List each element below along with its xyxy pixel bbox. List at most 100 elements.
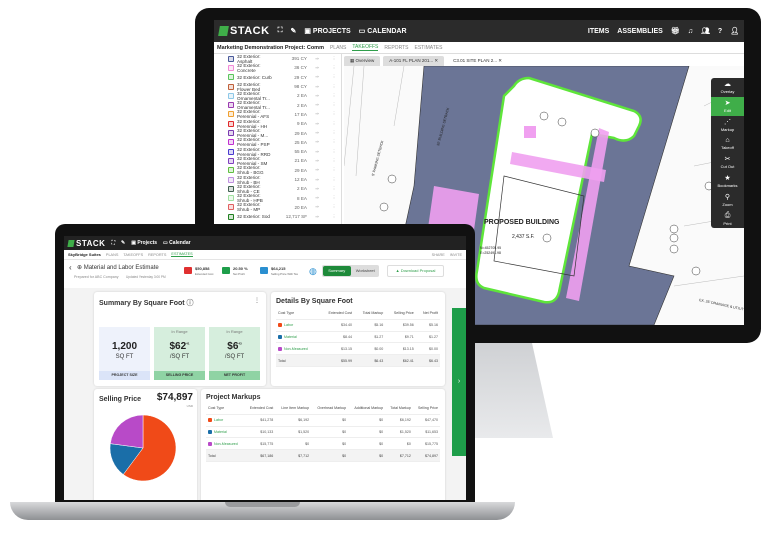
edit-icon[interactable]: ✎ [290, 28, 297, 35]
cost-type-link[interactable]: Non-Measured [214, 441, 238, 446]
expand-icon[interactable]: ⛶ [111, 240, 115, 246]
arrow-icon[interactable]: ⇒ [315, 148, 319, 154]
nav-projects[interactable]: ▣ Projects [131, 240, 158, 246]
more-icon[interactable]: ⋮ [331, 55, 337, 61]
pie-slice-non-measured[interactable] [110, 414, 144, 449]
cost-type-link[interactable]: Material [214, 430, 227, 434]
tool-takeoff[interactable]: ⌂ Takeoff [711, 134, 744, 153]
arrow-icon[interactable]: ⇒ [315, 213, 319, 219]
more-icon[interactable]: ⋮ [331, 92, 337, 98]
tab-plans[interactable]: PLANS [329, 44, 347, 51]
download-proposal-button[interactable]: ▲ Download Proposal [387, 265, 444, 277]
summary-toggle[interactable]: Summary [323, 266, 351, 276]
more-icon[interactable]: ⋮ [331, 148, 337, 154]
takeoff-item[interactable]: 32 Exterior: Perennial - RRD 55 EA ⇒ ⋮ [214, 147, 341, 157]
arrow-icon[interactable]: ⇒ [315, 64, 319, 70]
stack-logo[interactable]: STACK [67, 239, 105, 248]
stack-logo[interactable]: STACK [218, 25, 270, 37]
tab-overview[interactable]: ▦ Overview [344, 56, 381, 66]
worksheet-toggle[interactable]: Worksheet [355, 268, 375, 273]
expand-icon[interactable]: ⛶ [277, 27, 283, 34]
expand-panel-button[interactable]: › [452, 308, 466, 456]
cost-type-link[interactable]: Labor [214, 418, 224, 423]
more-icon[interactable]: ⋮ [331, 185, 337, 191]
takeoff-item[interactable]: 32 Exterior: Shrub - MP 20 EA ⇒ ⋮ [214, 202, 341, 212]
arrow-icon[interactable]: ⇒ [315, 120, 319, 126]
arrow-icon[interactable]: ⇒ [315, 139, 319, 145]
nav-calendar[interactable]: ▭ Calendar [163, 240, 191, 246]
takeoff-item[interactable]: 32 Exterior: Perennial - M... 29 EA ⇒ ⋮ [214, 128, 341, 138]
bell-icon[interactable]: ♫ [687, 27, 693, 35]
takeoff-item[interactable]: 32 Exterior: Curb 29 CY ⇒ ⋮ [214, 73, 341, 82]
tab-reports[interactable]: REPORTS [148, 252, 167, 257]
tab-plan-a101[interactable]: A-101 FL PLAN 201... ✕ [383, 56, 445, 66]
more-icon[interactable]: ⋮ [331, 213, 337, 219]
takeoff-item[interactable]: 32 Exterior: Perennial - AFS 17 EA ⇒ ⋮ [214, 109, 341, 119]
more-icon[interactable]: ⋮ [331, 83, 337, 89]
nav-items[interactable]: ITEMS [587, 27, 610, 35]
back-icon[interactable]: ‹ [69, 263, 72, 272]
more-icon[interactable]: ⋮ [331, 74, 337, 80]
globe-icon[interactable]: ◍ [309, 266, 317, 276]
help-icon[interactable]: ? [717, 27, 723, 35]
tab-estimates[interactable]: ESTIMATES [414, 44, 443, 51]
arrow-icon[interactable]: ⇒ [315, 204, 319, 210]
share-link[interactable]: SHARE [431, 252, 445, 257]
tab-plan-c301[interactable]: C3.01 SITE PLAN 2... ✕ [447, 56, 508, 66]
pie-slice-labor[interactable] [122, 414, 177, 482]
more-icon[interactable]: ⋮ [331, 157, 337, 163]
more-icon[interactable]: ⋮ [254, 298, 260, 304]
takeoff-item[interactable]: 32 Exterior: Ornamental Tr... 2 EA ⇒ ⋮ [214, 100, 341, 110]
tool-bookmarks[interactable]: ★ Bookmarks [711, 172, 744, 191]
more-icon[interactable]: ⋮ [331, 195, 337, 201]
more-icon[interactable]: ⋮ [331, 176, 337, 182]
takeoff-item[interactable]: 32 Exterior: Perennial - SM 21 EA ⇒ ⋮ [214, 156, 341, 166]
arrow-icon[interactable]: ⇒ [315, 111, 319, 117]
help-icon[interactable]: ⓘ [186, 300, 194, 307]
more-icon[interactable]: ⋮ [331, 111, 337, 117]
more-icon[interactable]: ⋮ [331, 139, 337, 145]
takeoff-item[interactable]: 32 Exterior: Perennial - HH 9 EA ⇒ ⋮ [214, 119, 341, 129]
cost-type-link[interactable]: Material [284, 335, 297, 339]
takeoff-item[interactable]: 32 Exterior: Shrub - CE 2 EA ⇒ ⋮ [214, 184, 341, 194]
takeoff-item[interactable]: 32 Exterior: Perennial - PSP 25 EA ⇒ ⋮ [214, 137, 341, 147]
takeoff-item[interactable]: 32 Exterior: Shrub - HPB 8 EA ⇒ ⋮ [214, 193, 341, 203]
tool-edit[interactable]: ➤ Edit [711, 96, 744, 116]
takeoff-item[interactable]: 32 Exterior: Flower Bed 98 CY ⇒ ⋮ [214, 82, 341, 92]
nav-assemblies[interactable]: ASSEMBLIES [617, 27, 663, 35]
takeoff-item[interactable]: 32 Exterior: Shrub - BGG 29 EA ⇒ ⋮ [214, 165, 341, 175]
more-icon[interactable]: ⋮ [331, 120, 337, 126]
takeoff-item[interactable]: 32 Exterior: Shrub - BH 12 EA ⇒ ⋮ [214, 175, 341, 185]
more-icon[interactable]: ⋮ [331, 130, 337, 136]
arrow-icon[interactable]: ⇒ [315, 167, 319, 173]
arrow-icon[interactable]: ⇒ [315, 83, 319, 89]
invite-link[interactable]: INVITE [449, 252, 462, 257]
arrow-icon[interactable]: ⇒ [315, 92, 319, 98]
arrow-icon[interactable]: ⇒ [315, 102, 319, 108]
arrow-icon[interactable]: ⇒ [315, 195, 319, 201]
more-icon[interactable]: ⋮ [331, 167, 337, 173]
arrow-icon[interactable]: ⇒ [315, 157, 319, 163]
tool-zoom[interactable]: ⚲ Zoom [711, 191, 744, 210]
tab-plans[interactable]: PLANS [105, 252, 119, 257]
tab-takeoffs[interactable]: TAKEOFFS [352, 44, 379, 51]
arrow-icon[interactable]: ⇒ [315, 55, 319, 61]
edit-icon[interactable]: ✎ [120, 240, 126, 246]
arrow-icon[interactable]: ⇒ [315, 130, 319, 136]
takeoff-item[interactable]: 32 Exterior: Sod 12,717 SF ⇒ ⋮ [214, 212, 341, 221]
tab-estimates[interactable]: ESTIMATES [171, 252, 193, 257]
cost-type-link[interactable]: Labor [284, 323, 294, 328]
takeoff-item[interactable]: 32 Exterior: Concrete 36 CY ⇒ ⋮ [214, 63, 341, 73]
takeoff-item[interactable]: 32 Exterior: Ornamental Tr... 2 EA ⇒ ⋮ [214, 91, 341, 101]
cost-type-link[interactable]: Non-Measured [284, 346, 308, 351]
tool-overlay[interactable]: ☁ Overlay [711, 78, 744, 97]
arrow-icon[interactable]: ⇒ [315, 74, 319, 80]
arrow-icon[interactable]: ⇒ [315, 185, 319, 191]
tool-markup[interactable]: ⋰ Markup [711, 116, 744, 135]
tool-print[interactable]: ⎙ Print [711, 209, 744, 228]
more-icon[interactable]: ⋮ [331, 64, 337, 70]
nav-projects[interactable]: ▣ PROJECTS [304, 28, 351, 35]
more-icon[interactable]: ⋮ [331, 204, 337, 210]
tab-reports[interactable]: REPORTS [384, 44, 409, 51]
gift-icon[interactable]: 🎁︎ [670, 28, 680, 35]
